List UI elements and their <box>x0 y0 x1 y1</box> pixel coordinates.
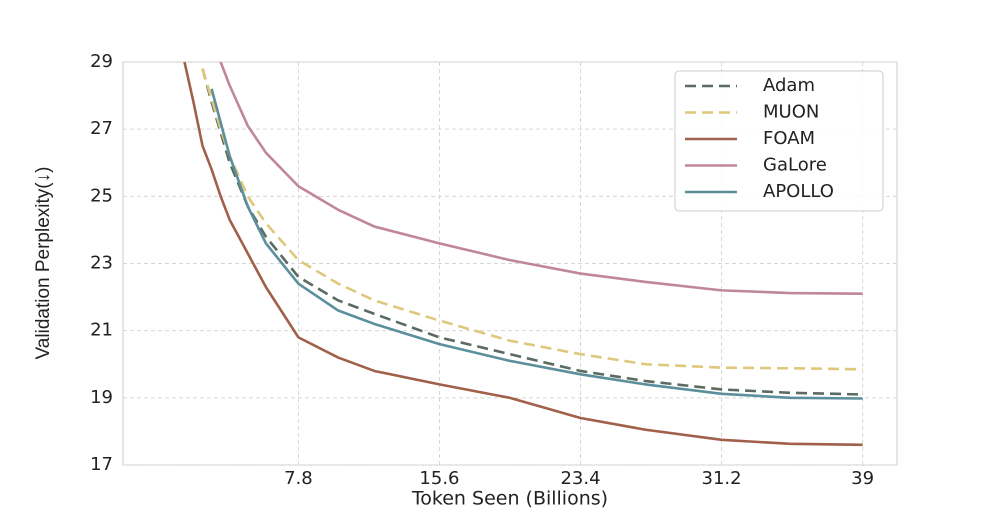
x-tick-label: 31.2 <box>702 468 742 489</box>
y-tick-label: 17 <box>90 454 113 475</box>
y-tick-label: 27 <box>90 118 113 139</box>
legend-box <box>674 70 884 212</box>
x-tick-label: 39 <box>851 468 874 489</box>
legend-label: Adam <box>763 75 815 96</box>
series-line <box>219 62 863 296</box>
y-tick-label: 25 <box>90 185 113 206</box>
legend-label: FOAM <box>763 128 815 149</box>
y-tick-label: 29 <box>90 51 113 72</box>
y-axis-label: Validation Perplexity(↓) <box>33 167 54 360</box>
series-line <box>183 62 863 447</box>
y-tick-label: 19 <box>90 387 113 408</box>
plot-area <box>183 62 863 447</box>
x-axis-label: Token Seen (Billions) <box>411 488 608 510</box>
y-tick-label: 21 <box>90 320 113 341</box>
series-line <box>201 68 863 396</box>
y-tick-label: 23 <box>90 253 113 274</box>
legend-label: GaLore <box>763 155 827 176</box>
legend-label: MUON <box>763 102 819 123</box>
x-tick-label: 15.6 <box>419 468 459 489</box>
x-tick-label: 7.8 <box>284 468 313 489</box>
x-tick-label: 23.4 <box>560 468 600 489</box>
legend-label: APOLLO <box>763 181 834 202</box>
series-line <box>210 88 863 400</box>
